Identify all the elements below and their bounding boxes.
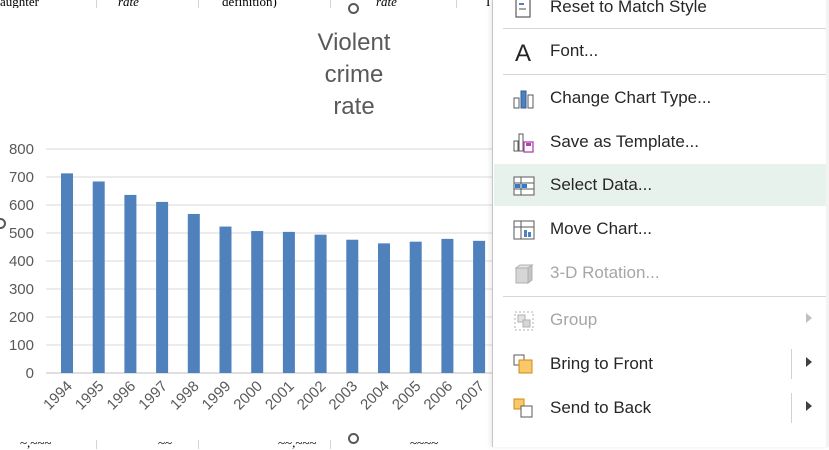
menu-item-reset-to-match-style[interactable]: Reset to Match Style <box>494 0 828 28</box>
group-icon <box>514 311 534 331</box>
move-chart-icon <box>513 220 535 240</box>
y-tick-label[interactable]: 700 <box>9 169 34 186</box>
send-back-icon <box>513 398 533 418</box>
save-template-icon <box>513 133 534 153</box>
x-tick-label[interactable]: 1999 <box>199 378 235 414</box>
x-tick-label[interactable]: 2000 <box>230 378 266 414</box>
x-tick-label[interactable]: 2003 <box>326 378 362 414</box>
y-tick-label[interactable]: 500 <box>9 225 34 242</box>
menu-item-label: Bring to Front <box>550 354 653 373</box>
menu-item-font[interactable]: A Font... <box>494 30 828 72</box>
bar[interactable] <box>92 181 105 373</box>
chart-title-line: Violent <box>317 29 391 56</box>
x-tick-label[interactable]: 2005 <box>389 378 425 414</box>
bar-chart[interactable]: 0100200300400500600700800199419951996199… <box>0 8 500 440</box>
bar[interactable] <box>251 231 264 373</box>
menu-item-label: Select Data... <box>550 175 653 194</box>
menu-item-label: Font... <box>550 41 599 60</box>
select-data-icon <box>513 176 535 196</box>
menu-item-change-chart-type[interactable]: Change Chart Type... <box>494 77 828 119</box>
y-tick-label[interactable]: 400 <box>9 253 34 270</box>
x-tick-label[interactable]: 1994 <box>40 378 76 414</box>
submenu-split-divider <box>791 393 792 423</box>
x-tick-label[interactable]: 2004 <box>357 378 393 414</box>
x-tick-label[interactable]: 2006 <box>421 378 457 414</box>
menu-item-select-data[interactable]: Select Data... <box>494 164 828 206</box>
chart-resize-handle[interactable] <box>0 218 6 229</box>
sheet-edge <box>826 0 829 447</box>
font-icon: A <box>515 40 531 64</box>
bar[interactable] <box>441 238 454 373</box>
y-tick-label[interactable]: 800 <box>9 141 34 158</box>
menu-item-label: Save as Template... <box>550 132 699 151</box>
submenu-split-divider <box>791 349 792 379</box>
bar[interactable] <box>282 231 295 373</box>
chart-title[interactable]: Violent crime rate <box>294 27 414 123</box>
y-tick-label[interactable]: 300 <box>9 281 34 298</box>
x-tick-label[interactable]: 2007 <box>452 378 488 414</box>
bar[interactable] <box>473 240 486 373</box>
sheet-cell[interactable]: aughter <box>0 0 39 9</box>
x-tick-label[interactable]: 1997 <box>135 378 171 414</box>
chart-resize-handle[interactable] <box>348 433 359 444</box>
menu-item-label: Move Chart... <box>550 219 653 238</box>
x-tick-label[interactable]: 1996 <box>104 378 140 414</box>
menu-item-save-as-template[interactable]: Save as Template... <box>494 121 828 163</box>
x-tick-label[interactable]: 2001 <box>262 378 298 414</box>
bar[interactable] <box>346 239 359 373</box>
sheet-cell[interactable]: rate <box>376 0 397 9</box>
menu-item-3d-rotation[interactable]: 3-D Rotation... <box>494 252 828 294</box>
y-tick-label[interactable]: 200 <box>9 309 34 326</box>
menu-item-label: Group <box>550 310 598 329</box>
sheet-cell[interactable]: definition) <box>222 0 277 9</box>
svg-text:A: A <box>515 40 531 64</box>
submenu-arrow-icon <box>806 313 812 323</box>
x-tick-label[interactable]: 2002 <box>294 378 330 414</box>
bar[interactable] <box>187 213 200 373</box>
chart-title-line: rate <box>333 93 375 120</box>
bar[interactable] <box>314 234 327 373</box>
submenu-arrow-icon[interactable] <box>806 357 812 367</box>
bar[interactable] <box>156 201 169 373</box>
y-tick-label[interactable]: 600 <box>9 197 34 214</box>
chart-title-line: crime <box>324 61 384 88</box>
menu-item-group[interactable]: Group <box>494 299 828 341</box>
chart-type-icon <box>513 90 534 109</box>
menu-item-label: Send to Back <box>550 398 652 417</box>
bar[interactable] <box>409 241 422 373</box>
y-tick-label[interactable]: 0 <box>26 365 34 382</box>
context-menu: Reset to Match Style A Font... Change Ch… <box>492 0 829 447</box>
bar[interactable] <box>219 226 232 373</box>
sheet-cell[interactable]: I <box>486 0 491 9</box>
menu-item-move-chart[interactable]: Move Chart... <box>494 208 828 250</box>
x-tick-label[interactable]: 1995 <box>72 378 108 414</box>
rotation-3d-icon <box>514 264 534 284</box>
y-tick-label[interactable]: 100 <box>9 337 34 354</box>
chart-resize-handle[interactable] <box>348 3 359 14</box>
menu-item-bring-to-front[interactable]: Bring to Front <box>494 343 828 385</box>
menu-item-send-to-back[interactable]: Send to Back <box>494 387 828 429</box>
bar[interactable] <box>378 243 390 373</box>
menu-item-label: Change Chart Type... <box>550 88 712 107</box>
x-tick-label[interactable]: 1998 <box>167 378 203 414</box>
menu-item-label: 3-D Rotation... <box>550 263 660 282</box>
submenu-arrow-icon[interactable] <box>806 401 812 411</box>
bring-front-icon <box>513 354 533 374</box>
chart-area[interactable]: Violent crime rate 0 100 200 300 400 500 600 70… <box>0 8 500 440</box>
bar[interactable] <box>61 173 73 373</box>
reset-style-icon <box>515 0 531 18</box>
bar[interactable] <box>124 194 137 373</box>
menu-item-label: Reset to Match Style <box>550 0 707 16</box>
sheet-cell[interactable]: rate <box>118 0 139 9</box>
